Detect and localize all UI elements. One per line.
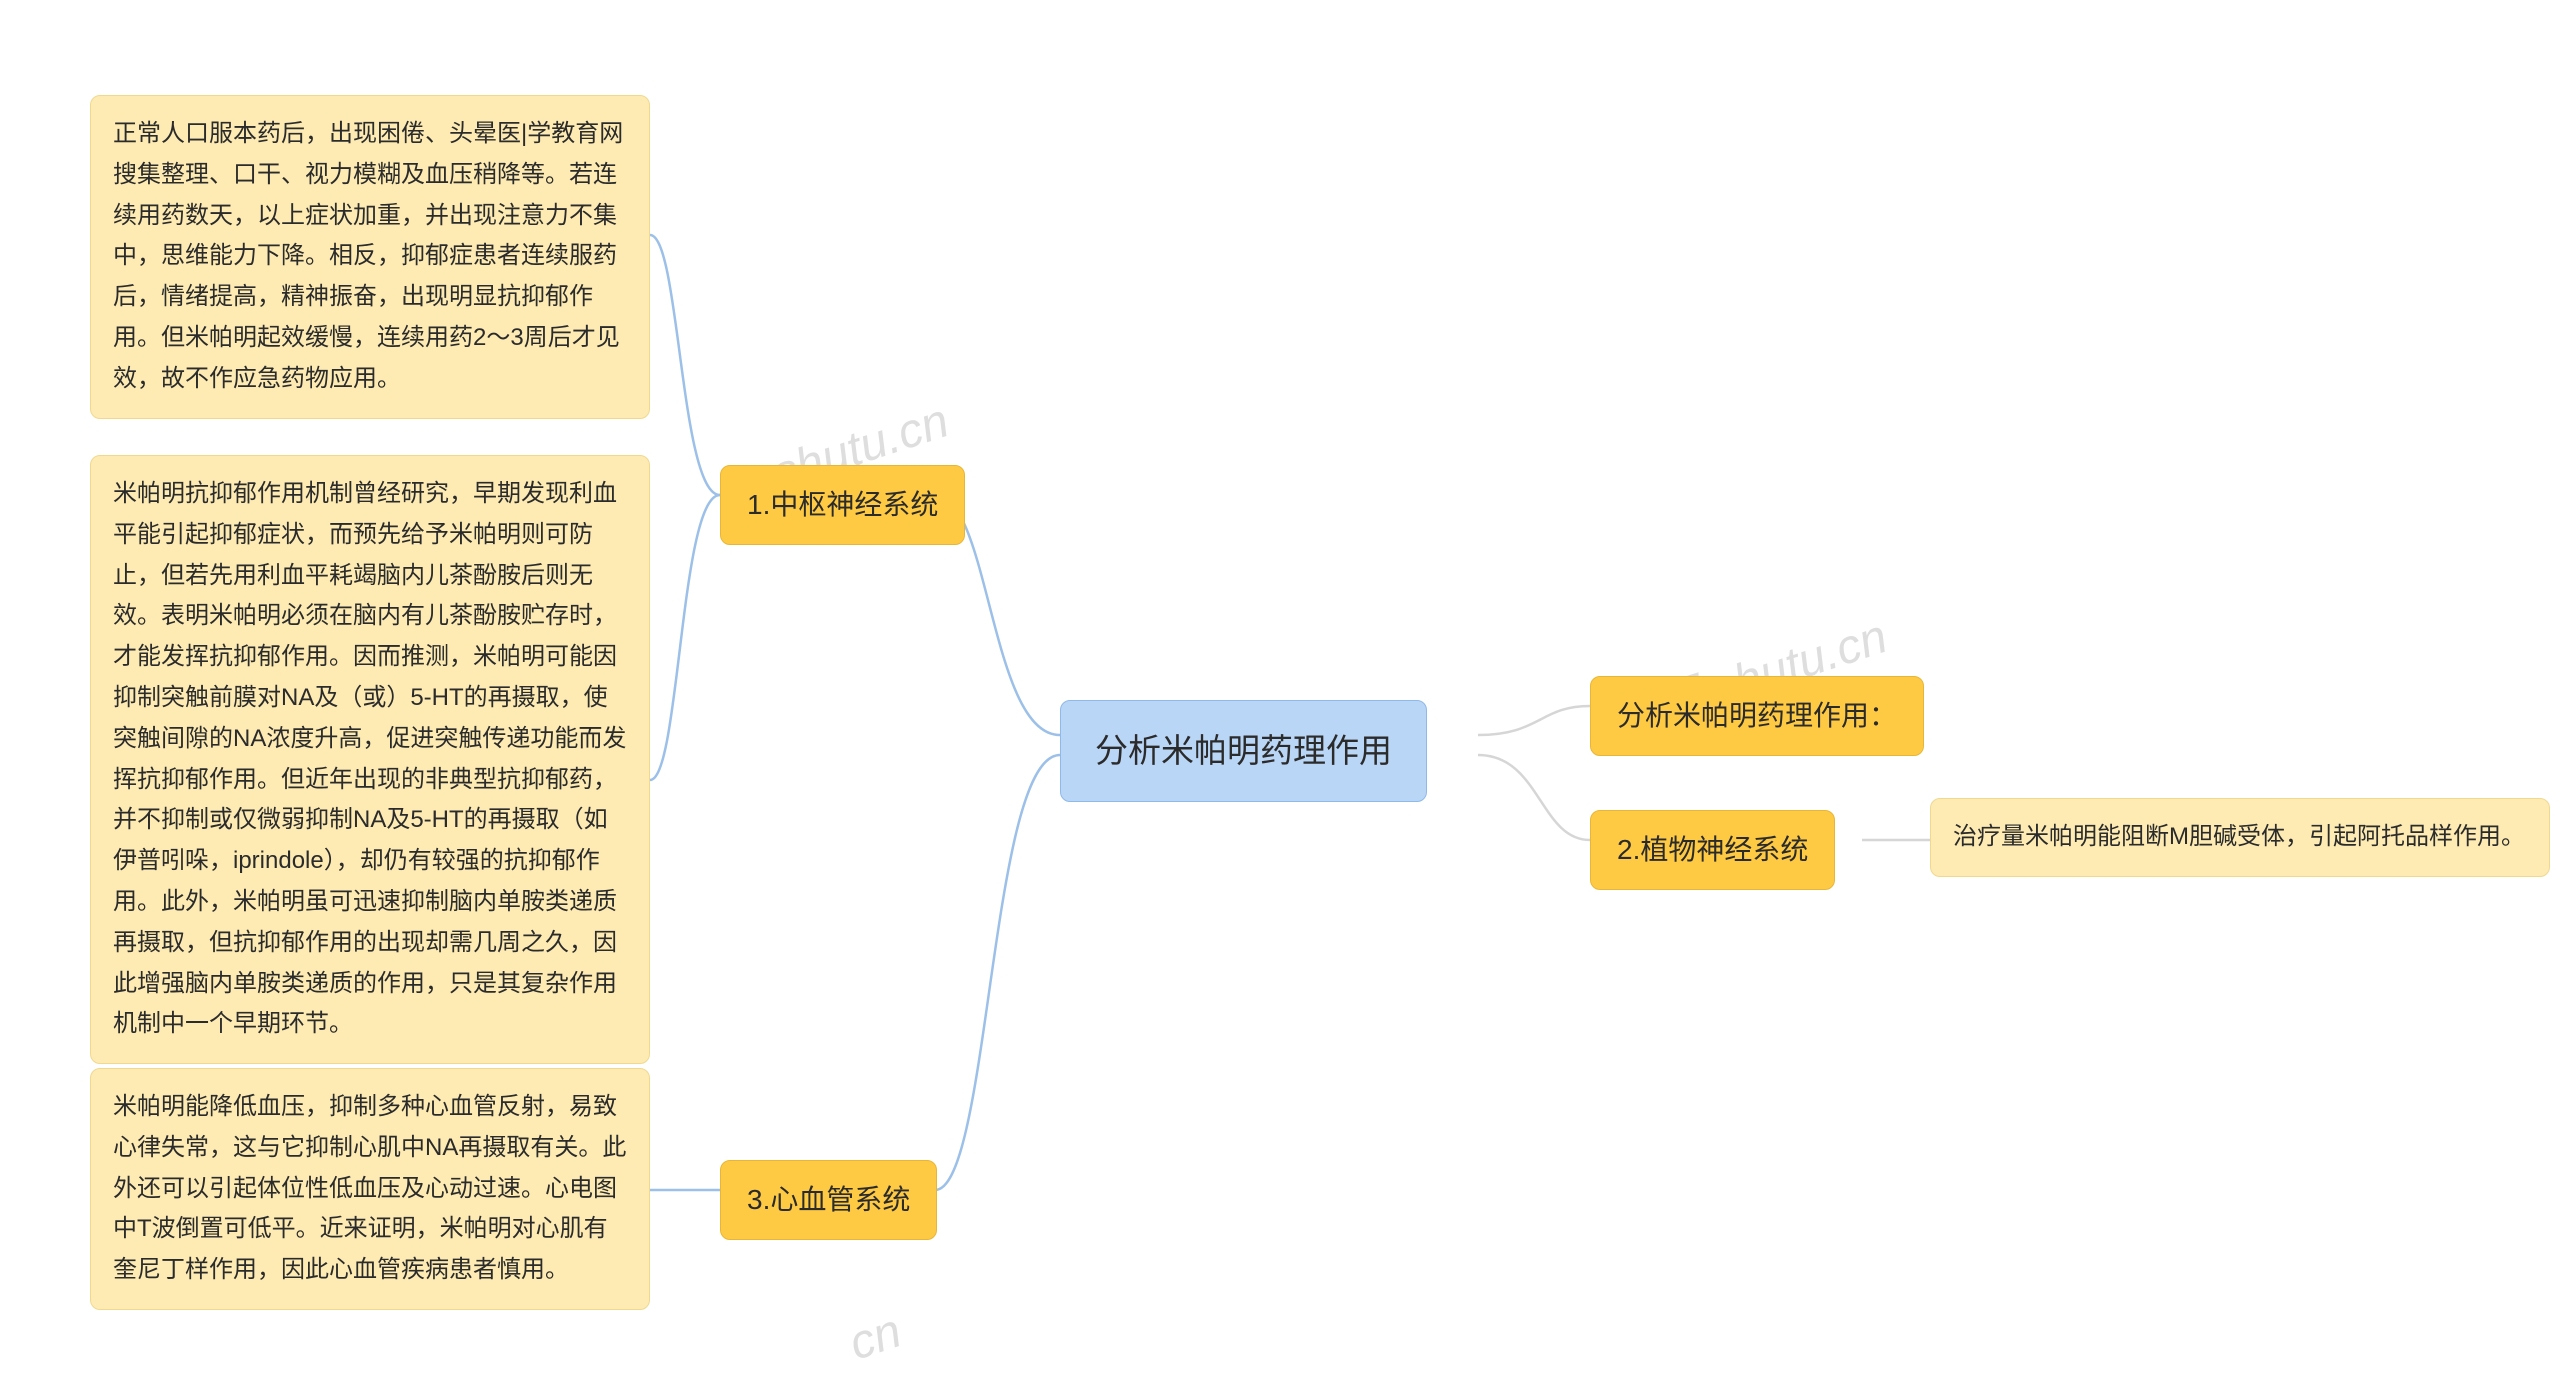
branch-cardio: 3.心血管系统 — [720, 1160, 937, 1240]
branch-cns: 1.中枢神经系统 — [720, 465, 965, 545]
watermark: cn — [843, 1304, 908, 1372]
mindmap-canvas: shutu.cn 树图 shutu.cn cn 分析米帕明药理作用 1.中枢神经… — [0, 0, 2560, 1393]
leaf-cardio-1: 米帕明能降低血压，抑制多种心血管反射，易致心律失常，这与它抑制心肌中NA再摄取有… — [90, 1068, 650, 1310]
leaf-cns-1: 正常人口服本药后，出现困倦、头晕医|学教育网搜集整理、口干、视力模糊及血压稍降等… — [90, 95, 650, 419]
root-node: 分析米帕明药理作用 — [1060, 700, 1427, 802]
leaf-autonomic-1: 治疗量米帕明能阻断M胆碱受体，引起阿托品样作用。 — [1930, 798, 2550, 877]
branch-autonomic: 2.植物神经系统 — [1590, 810, 1835, 890]
leaf-cns-2: 米帕明抗抑郁作用机制曾经研究，早期发现利血平能引起抑郁症状，而预先给予米帕明则可… — [90, 455, 650, 1064]
branch-analysis-title: 分析米帕明药理作用： — [1590, 676, 1924, 756]
